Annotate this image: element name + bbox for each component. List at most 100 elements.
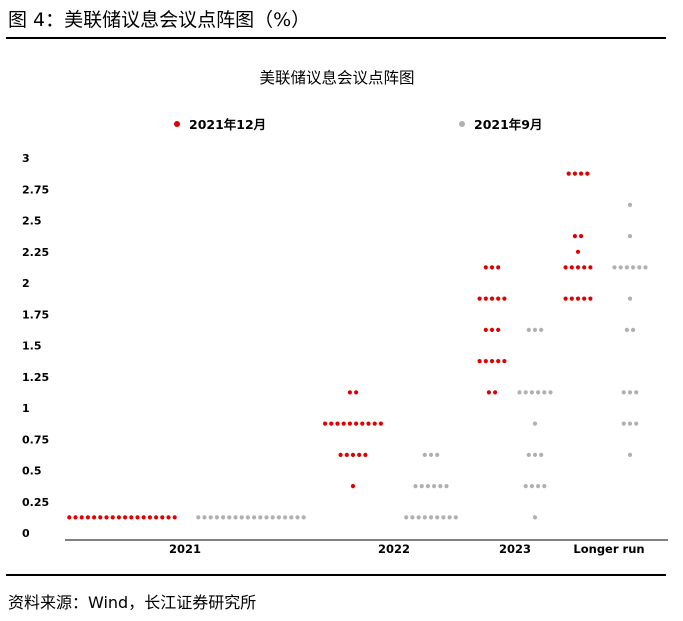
dot-point (227, 515, 232, 520)
dot-point (196, 515, 201, 520)
dot-point (416, 515, 421, 520)
dot-point (539, 327, 544, 332)
dot-point (239, 515, 244, 520)
dot-point (536, 390, 541, 395)
dot-point (329, 421, 334, 426)
dot-point (634, 421, 639, 426)
dot-point (634, 390, 639, 395)
series-2-dots (196, 202, 648, 520)
dot-point (532, 421, 538, 426)
dot-point (116, 515, 121, 520)
y-tick-label: 0 (22, 527, 30, 540)
dot-point (621, 421, 626, 426)
dot-point (323, 421, 328, 426)
dot-point (532, 327, 538, 332)
dot-point (347, 421, 352, 426)
dot-point (627, 390, 633, 395)
dot-point (453, 515, 458, 520)
dot-point (276, 515, 281, 520)
dot-point (637, 265, 642, 270)
dot-point (496, 359, 501, 364)
y-tick-label: 3 (22, 152, 30, 165)
y-tick-label: 2.25 (22, 246, 49, 259)
y-tick-label: 1.25 (22, 371, 49, 384)
dot-point (588, 296, 593, 301)
dot-point (422, 452, 427, 457)
dot-point (435, 515, 440, 520)
dot-point (496, 327, 501, 332)
y-tick-label: 0.75 (22, 433, 49, 446)
dot-point (264, 515, 269, 520)
dot-point (289, 515, 294, 520)
dot-point (85, 515, 90, 520)
dot-point (172, 515, 177, 520)
dot-point (627, 234, 633, 239)
x-tick-label: 2021 (169, 542, 201, 556)
dot-point (363, 452, 368, 457)
dot-point (444, 484, 449, 489)
dot-point (233, 515, 238, 520)
dot-point (208, 515, 213, 520)
series-1-dots (67, 171, 593, 520)
dot-point (643, 265, 648, 270)
dot-point (618, 265, 623, 270)
dot-point (572, 234, 578, 239)
dot-point (627, 421, 633, 426)
dot-point (92, 515, 97, 520)
dot-point (582, 265, 587, 270)
x-tick-label: 2023 (499, 542, 531, 556)
dot-point (347, 390, 352, 395)
y-tick-label: 2.5 (22, 215, 42, 228)
dot-point (141, 515, 146, 520)
dot-point (489, 265, 495, 270)
legend-marker-1 (174, 121, 180, 127)
dot-point (631, 265, 636, 270)
y-tick-label: 2.75 (22, 183, 49, 196)
dot-point (579, 171, 584, 176)
dot-point (502, 296, 507, 301)
dot-point (270, 515, 275, 520)
dot-point (350, 452, 356, 457)
dot-point (502, 359, 507, 364)
dot-point (166, 515, 171, 520)
legend-label-1: 2021年12月 (189, 117, 266, 132)
dot-point (631, 327, 636, 332)
dot-point (221, 515, 226, 520)
dot-point (98, 515, 103, 520)
legend: 2021年12月 2021年9月 (174, 117, 543, 132)
dot-point (129, 515, 134, 520)
dot-point (548, 390, 553, 395)
dot-point (160, 515, 165, 520)
dot-point (585, 171, 590, 176)
dot-point (627, 452, 633, 457)
dot-point (483, 359, 488, 364)
x-axis-labels: 2021 2022 2023 Longer run (169, 542, 645, 556)
dot-point (542, 390, 547, 395)
dot-point (428, 452, 434, 457)
dot-point (354, 390, 359, 395)
y-tick-label: 1.75 (22, 308, 49, 321)
legend-marker-2 (459, 121, 465, 127)
dot-point (410, 515, 415, 520)
dot-point (428, 515, 434, 520)
dot-point (539, 452, 544, 457)
dot-point (526, 327, 531, 332)
dot-point (441, 515, 446, 520)
dot-point (612, 265, 617, 270)
dot-point (477, 296, 482, 301)
top-rule (6, 37, 666, 39)
dot-point (301, 515, 306, 520)
dot-point (354, 421, 359, 426)
dot-point (489, 359, 495, 364)
dot-point (372, 421, 377, 426)
dot-point (447, 515, 452, 520)
y-tick-label: 0.25 (22, 496, 49, 509)
bottom-rule (6, 574, 666, 576)
dot-point (621, 390, 626, 395)
dot-plot-chart: 美联储议息会议点阵图 2021年12月 2021年9月 0 0.25 0.5 0.75 1… (22, 69, 668, 556)
dot-point (532, 515, 538, 520)
dot-point (214, 515, 219, 520)
dot-point (572, 171, 578, 176)
x-tick-label: 2022 (378, 542, 410, 556)
dot-point (483, 265, 488, 270)
